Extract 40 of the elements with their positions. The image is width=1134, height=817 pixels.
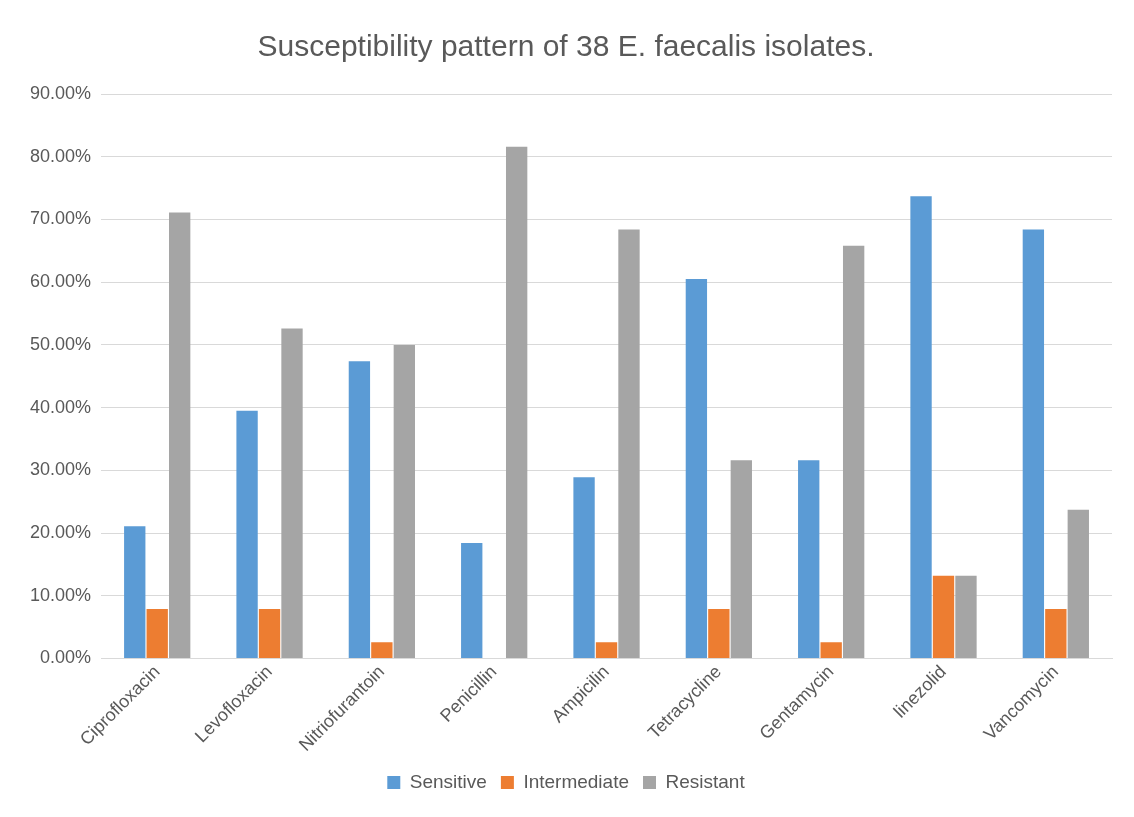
y-tick-label: 70.00% — [29, 208, 92, 229]
y-tick-label: 40.00% — [29, 396, 92, 417]
y-tick-label: 10.00% — [29, 584, 92, 605]
legend-label: Sensitive — [409, 770, 487, 792]
legend-label: Resistant — [665, 770, 746, 792]
bar — [955, 575, 977, 658]
bar — [146, 608, 168, 658]
y-tick-label: 50.00% — [29, 333, 92, 354]
bar — [1067, 509, 1089, 658]
y-tick-label: 60.00% — [29, 271, 92, 292]
bar — [618, 229, 640, 658]
bar — [708, 608, 730, 658]
bar — [393, 344, 416, 658]
bar — [371, 642, 393, 658]
bar — [281, 328, 303, 658]
legend-label: Intermediate — [523, 770, 630, 792]
y-tick-label: 0.00% — [40, 647, 92, 668]
y-tick-label: 90.00% — [29, 82, 92, 103]
bar — [685, 279, 708, 658]
bar — [236, 410, 258, 658]
bar — [910, 196, 932, 658]
bar — [842, 245, 865, 658]
y-tick-label: 80.00% — [29, 145, 92, 166]
bar — [169, 212, 191, 658]
y-tick-label: 20.00% — [29, 522, 92, 543]
bar — [348, 361, 371, 658]
bar — [730, 460, 752, 658]
bar — [461, 543, 483, 658]
bar — [258, 608, 281, 658]
bar — [932, 575, 955, 658]
bar — [124, 526, 146, 658]
bar — [820, 642, 842, 658]
bar — [573, 477, 595, 658]
y-tick-label: 30.00% — [29, 459, 92, 480]
bar — [505, 146, 528, 658]
bar — [1022, 229, 1045, 658]
bar — [798, 460, 820, 658]
chart-title: Susceptibility pattern of 38 E. faecalis isolates. — [257, 29, 875, 63]
bar — [1045, 608, 1067, 658]
bar — [595, 642, 618, 658]
